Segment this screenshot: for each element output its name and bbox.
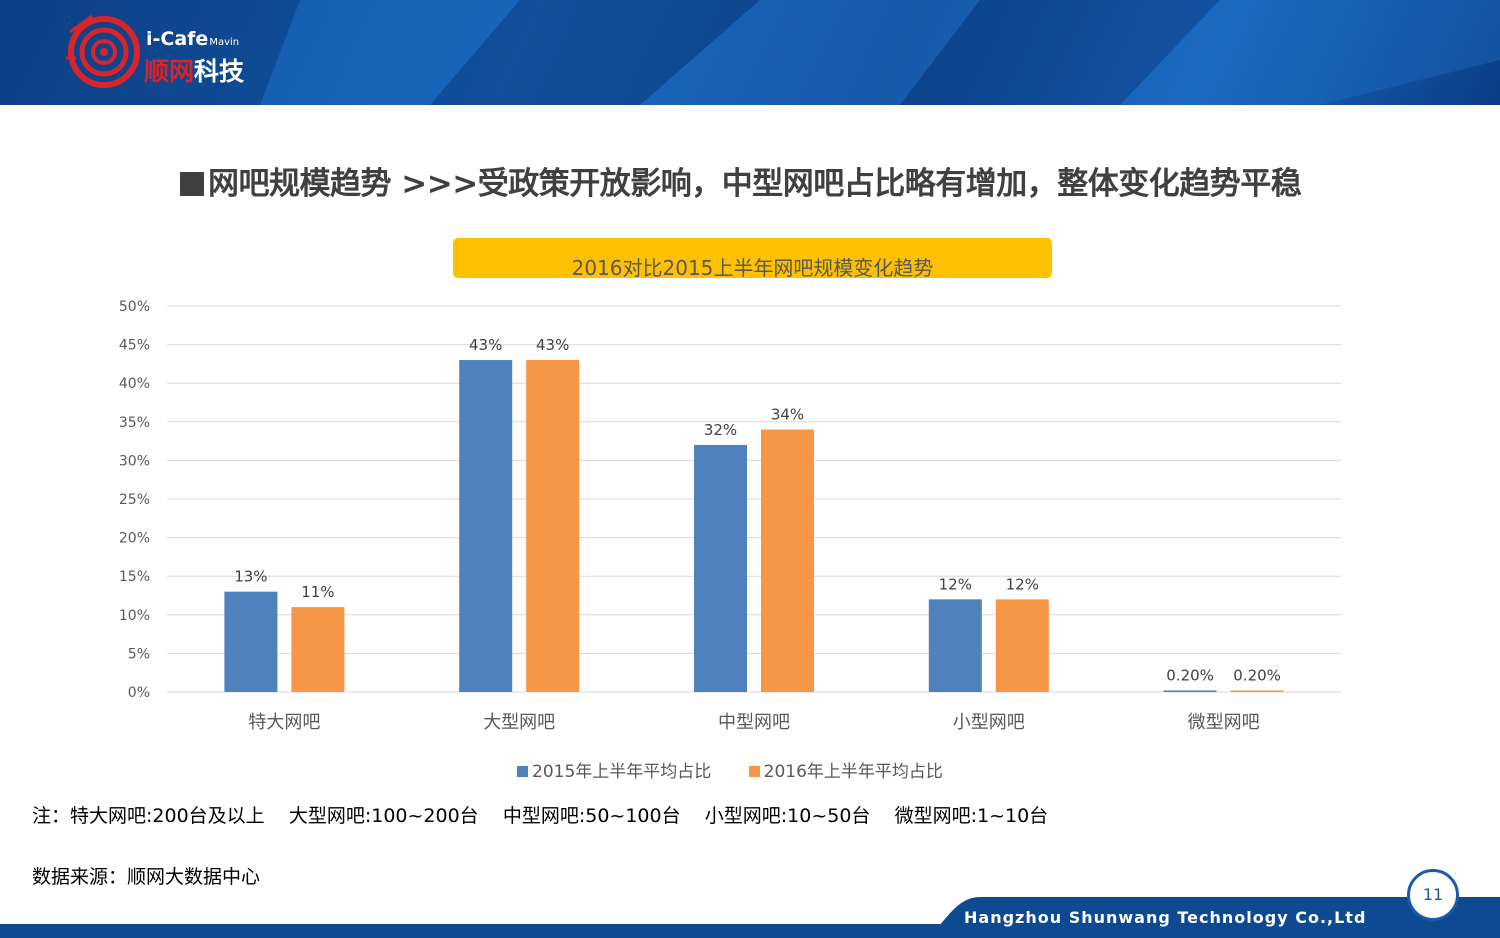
bar [761, 429, 814, 692]
logo-brand: i-CafeMavin [146, 28, 240, 50]
y-tick-label: 5% [128, 646, 150, 662]
bar [291, 607, 345, 692]
y-tick-label: 30% [119, 453, 150, 469]
y-tick-label: 20% [119, 531, 150, 547]
x-tick-label: 大型网吧 [483, 712, 555, 733]
data-label: 43% [469, 336, 502, 354]
x-tick-label: 微型网吧 [1188, 712, 1260, 733]
bar [1230, 690, 1284, 692]
data-label: 0.20% [1166, 666, 1214, 684]
company-logo: i-CafeMavin 顺网科技 [62, 12, 292, 92]
polygon-pattern [0, 0, 1500, 105]
legend-swatch [517, 766, 528, 777]
logo-target-icon [66, 14, 140, 88]
bar [459, 360, 513, 692]
page-headline: 网吧规模趋势 >>>受政策开放影响，中型网吧占比略有增加，整体变化趋势平稳 [180, 158, 1302, 203]
bar-chart: 0% 5% 10% 15% 20% 25% 30% 35% 40% 45% 50% 13% 11% 特大网… [119, 299, 1341, 733]
company-name: Hangzhou Shunwang Technology Co.,Ltd [964, 908, 1367, 927]
legend-swatch [748, 766, 760, 777]
bar [1163, 690, 1217, 692]
footer-tab [920, 897, 1500, 938]
chart-title: 2016对比2015上半年网吧规模变化趋势 [571, 256, 934, 280]
bar [694, 444, 747, 692]
y-tick-label: 0% [128, 685, 150, 701]
header-banner: i-CafeMavin 顺网科技 [0, 0, 1500, 105]
data-label: 12% [1006, 575, 1039, 593]
y-tick-label: 25% [119, 492, 150, 508]
data-label: 34% [771, 406, 804, 424]
legend-item-2015: 2015年上半年平均占比 [517, 757, 711, 782]
x-tick-label: 小型网吧 [953, 712, 1025, 733]
page-number: 11 [1407, 869, 1459, 921]
y-tick-label: 40% [119, 376, 150, 392]
data-label: 43% [536, 336, 569, 354]
bar [928, 599, 982, 692]
chart-title-banner [453, 238, 1052, 278]
data-label: 13% [234, 568, 267, 586]
data-source: 数据来源：顺网大数据中心 [32, 866, 261, 888]
logo-chinese: 顺网科技 [144, 57, 245, 86]
bar [224, 591, 278, 692]
bar [995, 599, 1049, 692]
bullet-square-icon [180, 172, 204, 196]
y-tick-label: 45% [119, 338, 150, 354]
data-label: 32% [704, 421, 737, 439]
data-label: 0.20% [1233, 666, 1281, 684]
chart-note: 注：特大网吧:200台及以上 大型网吧:100~200台 中型网吧:50~100… [32, 805, 1049, 827]
data-label: 11% [301, 583, 334, 601]
y-tick-label: 50% [119, 299, 150, 315]
x-tick-label: 中型网吧 [718, 712, 790, 733]
y-tick-label: 15% [119, 569, 150, 585]
x-tick-label: 特大网吧 [248, 712, 320, 733]
y-tick-label: 35% [119, 415, 150, 431]
y-tick-label: 10% [119, 608, 150, 624]
bar [526, 360, 580, 692]
data-label: 12% [939, 575, 972, 593]
headline-text: 网吧规模趋势 >>>受政策开放影响，中型网吧占比略有增加，整体变化趋势平稳 [208, 166, 1302, 202]
chart-legend: 2015年上半年平均占比 2016年上半年平均占比 [517, 757, 975, 782]
legend-item-2016: 2016年上半年平均占比 [748, 757, 943, 782]
